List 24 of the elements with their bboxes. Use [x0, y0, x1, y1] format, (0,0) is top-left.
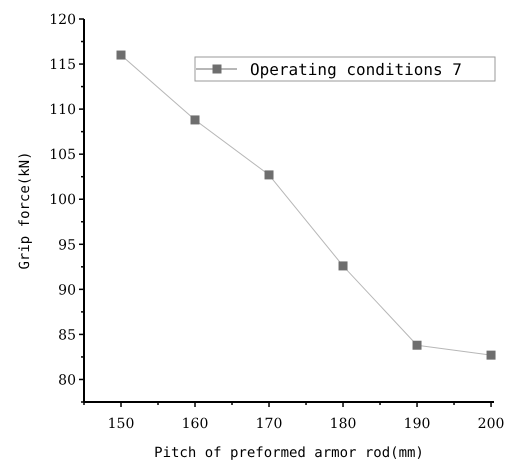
point — [116, 50, 126, 60]
y-tick-label: 110 — [49, 102, 76, 118]
x-tick-label: 180 — [330, 416, 356, 432]
y-tick-label: 105 — [49, 147, 76, 164]
x-axis-title: Pitch of preformed armor rod(mm) — [154, 445, 424, 461]
y-tick-label: 85 — [58, 327, 76, 344]
y-tick-label: 80 — [58, 372, 76, 388]
y-tick-label: 100 — [49, 192, 76, 208]
point — [264, 170, 274, 180]
point — [486, 350, 496, 360]
legend-label: Operating conditions 7 — [250, 60, 462, 79]
y-tick-label: 95 — [58, 237, 76, 254]
x-tick-label: 200 — [478, 416, 504, 432]
y-axis-title: Grip force(kN) — [17, 151, 33, 270]
point — [190, 115, 200, 124]
point — [412, 340, 422, 350]
x-tick-label: 170 — [256, 416, 282, 432]
x-tick-label: 150 — [108, 416, 134, 432]
x-tick-label: 190 — [404, 416, 430, 432]
x-tick-label: 160 — [182, 416, 208, 432]
y-tick-label: 120 — [49, 12, 76, 28]
y-tick-label: 90 — [58, 282, 76, 298]
point — [338, 261, 348, 270]
y-tick-label: 115 — [49, 57, 76, 74]
